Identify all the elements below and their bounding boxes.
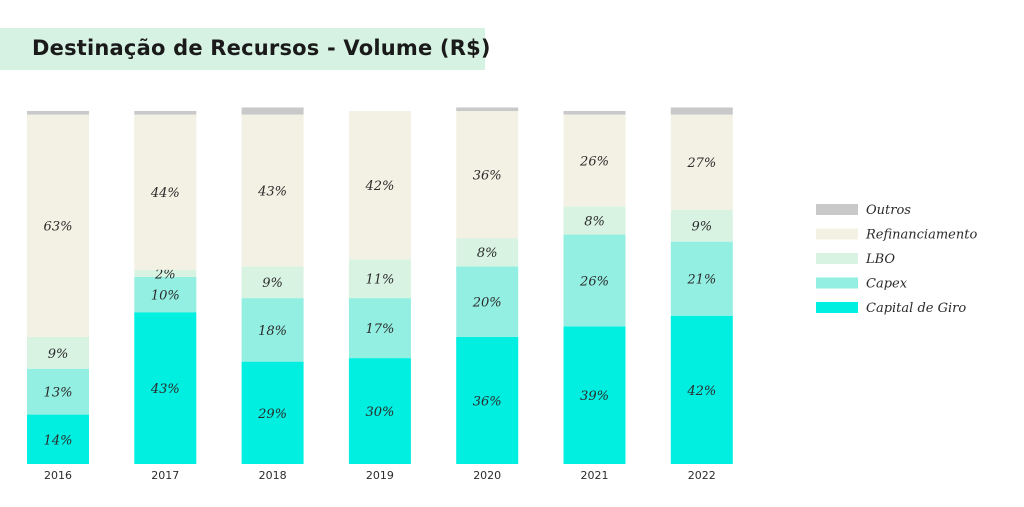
bar-capital-de-giro-2016: [27, 414, 89, 464]
bar-capex-2019: [348, 298, 411, 359]
legend-label-lbo: LBO: [865, 252, 895, 267]
data-label-capex-2018: 18%: [258, 324, 287, 339]
data-label-capital-de-giro-2016: 14%: [44, 433, 73, 448]
legend-swatch-capital-de-giro: [816, 302, 858, 313]
bar-lbo-2019: [348, 259, 411, 299]
bar-capital-de-giro-2019: [348, 358, 411, 464]
bar-lbo-2022: [670, 209, 733, 242]
chart-title: Destinação de Recursos - Volume (R$): [32, 36, 491, 60]
data-label-refinanciamento-2019: 42%: [364, 179, 394, 194]
legend-label-capital-de-giro: Capital de Giro: [866, 301, 966, 316]
bar-capital-de-giro-2017: [134, 312, 197, 464]
bar-outros-2022: [670, 107, 733, 115]
title-band: [0, 28, 485, 70]
bar-lbo-2021: [563, 206, 626, 235]
data-label-refinanciamento-2022: 27%: [686, 156, 716, 171]
data-label-capital-de-giro-2017: 43%: [150, 382, 180, 397]
data-label-lbo-2016: 9%: [48, 347, 69, 362]
bar-outros-2018: [241, 107, 304, 115]
bar-capital-de-giro-2021: [563, 326, 626, 464]
bar-capex-2022: [670, 241, 733, 316]
data-label-refinanciamento-2018: 43%: [257, 184, 287, 199]
legend-swatch-refinanciamento: [816, 228, 858, 240]
data-label-refinanciamento-2021: 26%: [579, 154, 609, 169]
data-label-lbo-2018: 9%: [262, 276, 283, 291]
bar-lbo-2017: [134, 269, 197, 277]
x-tick-label-2021: 2021: [581, 469, 609, 482]
legend-swatch-outros: [816, 204, 858, 215]
bar-capital-de-giro-2018: [241, 361, 304, 464]
bar-capital-de-giro-2022: [670, 315, 733, 464]
data-label-capital-de-giro-2019: 30%: [365, 405, 394, 420]
bar-capex-2016: [27, 368, 89, 415]
data-label-capital-de-giro-2022: 42%: [686, 384, 716, 399]
data-label-lbo-2021: 8%: [584, 214, 605, 229]
bar-lbo-2020: [456, 238, 519, 267]
bar-refinanciamento-2021: [563, 114, 626, 207]
bar-capex-2017: [134, 276, 197, 313]
bar-outros-2017: [134, 111, 197, 115]
data-label-refinanciamento-2020: 36%: [473, 169, 502, 184]
bar-outros-2016: [27, 111, 89, 115]
bar-outros-2020: [456, 107, 519, 111]
legend-label-outros: Outros: [866, 203, 911, 218]
legend-label-capex: Capex: [866, 277, 908, 292]
legend-swatch-capex: [816, 277, 858, 289]
data-label-capex-2017: 10%: [151, 289, 180, 304]
data-label-capital-de-giro-2021: 39%: [580, 389, 609, 404]
x-tick-label-2016: 2016: [44, 469, 72, 482]
data-label-lbo-2020: 8%: [477, 246, 498, 261]
x-tick-label-2022: 2022: [688, 469, 716, 482]
bar-refinanciamento-2022: [670, 114, 733, 210]
data-label-capex-2021: 26%: [579, 274, 609, 289]
data-label-lbo-2017: 2%: [154, 267, 176, 282]
data-label-capex-2019: 17%: [365, 322, 394, 337]
x-tick-label-2017: 2017: [151, 469, 179, 482]
bar-refinanciamento-2020: [456, 111, 519, 239]
bar-lbo-2016: [27, 336, 89, 369]
bar-outros-2021: [563, 111, 626, 115]
bar-capex-2020: [456, 266, 519, 337]
bar-lbo-2018: [241, 266, 304, 299]
data-label-refinanciamento-2016: 63%: [44, 220, 73, 235]
data-label-capital-de-giro-2018: 29%: [257, 407, 287, 422]
data-label-capex-2016: 13%: [44, 386, 73, 401]
bar-refinanciamento-2017: [134, 114, 197, 270]
x-tick-label-2018: 2018: [259, 469, 287, 482]
data-label-capex-2022: 21%: [686, 273, 716, 288]
bar-capex-2021: [563, 234, 626, 327]
data-label-capital-de-giro-2020: 36%: [473, 394, 502, 409]
x-tick-label-2019: 2019: [366, 469, 394, 482]
data-label-lbo-2022: 9%: [691, 220, 712, 235]
data-label-capex-2020: 20%: [472, 296, 502, 311]
bar-refinanciamento-2018: [241, 114, 304, 267]
bar-refinanciamento-2016: [27, 114, 89, 337]
bar-capital-de-giro-2020: [456, 336, 519, 464]
legend-label-refinanciamento: Refinanciamento: [865, 228, 977, 243]
x-tick-label-2020: 2020: [473, 469, 501, 482]
data-label-lbo-2019: 11%: [365, 273, 394, 288]
data-label-refinanciamento-2017: 44%: [150, 186, 180, 201]
legend-swatch-lbo: [816, 253, 858, 264]
bar-refinanciamento-2019: [348, 111, 411, 260]
bar-capex-2018: [241, 298, 304, 362]
